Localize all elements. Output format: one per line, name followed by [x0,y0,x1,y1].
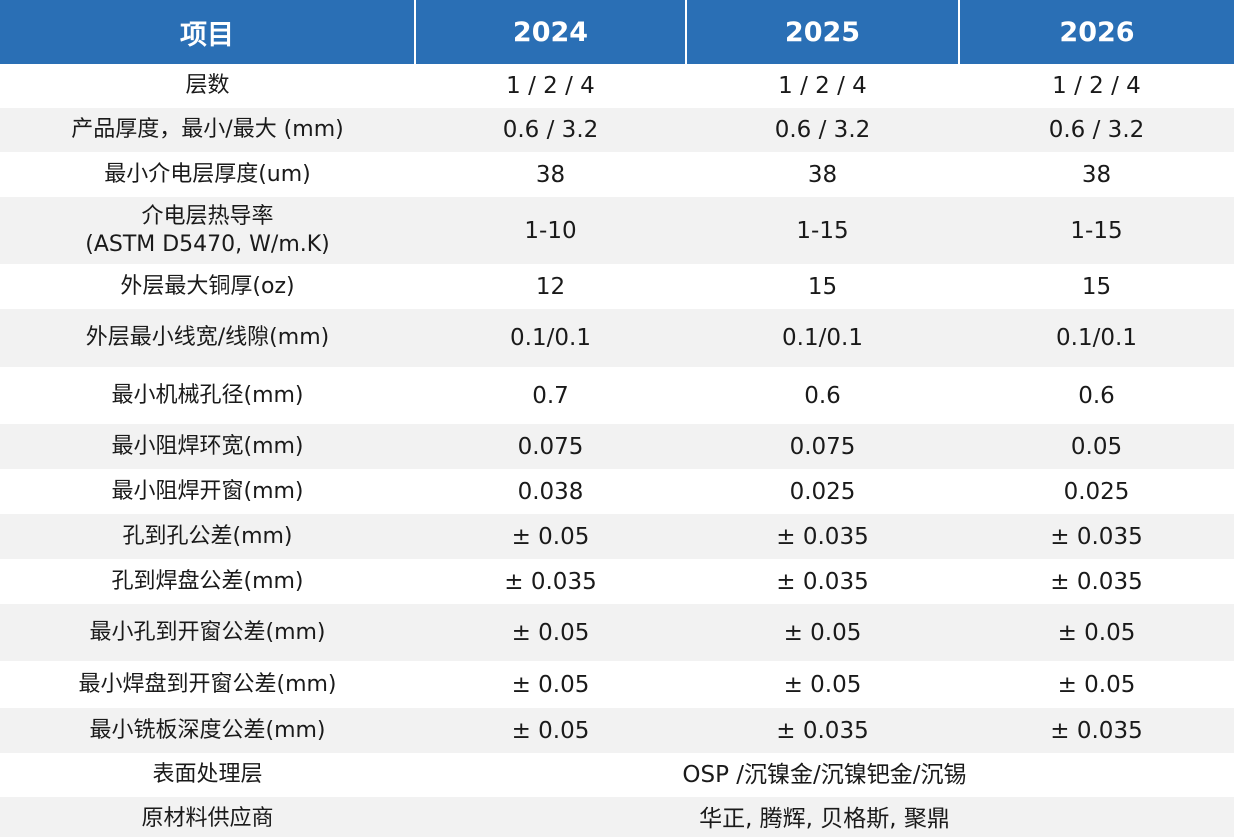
table-row: 介电层热导率 (ASTM D5470, W/m.K) 1-10 1-15 1-1… [0,197,1234,264]
cell-2026: ± 0.035 [959,514,1234,559]
row-label: 层数 [0,64,415,108]
cell-2025: 0.1/0.1 [686,309,959,367]
row-label: 产品厚度，最小/最大 (mm) [0,108,415,152]
merged-cell: 华正, 腾辉, 贝格斯, 聚鼎 [415,797,1234,837]
header-item: 项目 [0,0,416,64]
table-row: 最小孔到开窗公差(mm) ± 0.05 ± 0.05 ± 0.05 [0,604,1234,661]
cell-2024: ± 0.05 [415,661,686,708]
cell-2026: 0.1/0.1 [959,309,1234,367]
row-label: 介电层热导率 (ASTM D5470, W/m.K) [0,197,415,264]
table-row: 最小阻焊环宽(mm) 0.075 0.075 0.05 [0,424,1234,469]
cell-2025: ± 0.05 [686,604,959,661]
cell-2026: ± 0.035 [959,559,1234,604]
row-label: 表面处理层 [0,753,415,797]
cell-2024: 0.075 [415,424,686,469]
cell-2025: 0.025 [686,469,959,514]
cell-2025: ± 0.035 [686,514,959,559]
header-year-2025: 2025 [686,0,960,64]
cell-2024: 0.038 [415,469,686,514]
cell-2025: ± 0.035 [686,559,959,604]
cell-2025: ± 0.035 [686,708,959,753]
table-row: 表面处理层 OSP /沉镍金/沉镍钯金/沉锡 [0,753,1234,797]
row-label: 最小铣板深度公差(mm) [0,708,415,753]
table-row: 最小铣板深度公差(mm) ± 0.05 ± 0.035 ± 0.035 [0,708,1234,753]
cell-2024: 0.6 / 3.2 [415,108,686,152]
cell-2024: 1 / 2 / 4 [415,64,686,108]
cell-2026: 0.6 [959,367,1234,424]
row-label: 孔到孔公差(mm) [0,514,415,559]
cell-2024: ± 0.05 [415,708,686,753]
cell-2025: 0.6 [686,367,959,424]
row-label: 外层最大铜厚(oz) [0,264,415,309]
row-label: 外层最小线宽/线隙(mm) [0,309,415,367]
cell-2024: ± 0.05 [415,604,686,661]
cell-2025: 38 [686,152,959,197]
table-row: 原材料供应商 华正, 腾辉, 贝格斯, 聚鼎 [0,797,1234,837]
cell-2026: ± 0.05 [959,661,1234,708]
row-label: 最小孔到开窗公差(mm) [0,604,415,661]
cell-2026: 0.05 [959,424,1234,469]
cell-2026: 38 [959,152,1234,197]
cell-2024: 1-10 [415,197,686,264]
cell-2025: ± 0.05 [686,661,959,708]
table-row: 最小机械孔径(mm) 0.7 0.6 0.6 [0,367,1234,424]
header-year-2024: 2024 [415,0,687,64]
table-header-row: 项目 2024 2025 2026 [0,0,1234,64]
cell-2026: ± 0.035 [959,708,1234,753]
row-label: 最小介电层厚度(um) [0,152,415,197]
table-row: 最小阻焊开窗(mm) 0.038 0.025 0.025 [0,469,1234,514]
merged-cell: OSP /沉镍金/沉镍钯金/沉锡 [415,753,1234,797]
cell-2026: 0.025 [959,469,1234,514]
row-label: 最小阻焊开窗(mm) [0,469,415,514]
row-label: 原材料供应商 [0,797,415,837]
table-row: 孔到焊盘公差(mm) ± 0.035 ± 0.035 ± 0.035 [0,559,1234,604]
cell-2024: ± 0.05 [415,514,686,559]
cell-2025: 0.075 [686,424,959,469]
header-year-2026: 2026 [959,0,1234,64]
row-label-line2: (ASTM D5470, W/m.K) [85,231,330,257]
cell-2025: 15 [686,264,959,309]
row-label: 最小阻焊环宽(mm) [0,424,415,469]
cell-2024: 38 [415,152,686,197]
table-row: 外层最大铜厚(oz) 12 15 15 [0,264,1234,309]
cell-2025: 0.6 / 3.2 [686,108,959,152]
row-label: 最小机械孔径(mm) [0,367,415,424]
cell-2026: 15 [959,264,1234,309]
table-row: 产品厚度，最小/最大 (mm) 0.6 / 3.2 0.6 / 3.2 0.6 … [0,108,1234,152]
cell-2025: 1-15 [686,197,959,264]
table-row: 最小焊盘到开窗公差(mm) ± 0.05 ± 0.05 ± 0.05 [0,661,1234,708]
cell-2026: ± 0.05 [959,604,1234,661]
cell-2024: 0.7 [415,367,686,424]
table-row: 最小介电层厚度(um) 38 38 38 [0,152,1234,197]
table-row: 孔到孔公差(mm) ± 0.05 ± 0.035 ± 0.035 [0,514,1234,559]
row-label: 孔到焊盘公差(mm) [0,559,415,604]
cell-2025: 1 / 2 / 4 [686,64,959,108]
cell-2024: ± 0.035 [415,559,686,604]
cell-2024: 0.1/0.1 [415,309,686,367]
table-row: 外层最小线宽/线隙(mm) 0.1/0.1 0.1/0.1 0.1/0.1 [0,309,1234,367]
cell-2026: 1-15 [959,197,1234,264]
row-label-line1: 介电层热导率 [141,203,274,229]
cell-2026: 0.6 / 3.2 [959,108,1234,152]
cell-2024: 12 [415,264,686,309]
cell-2026: 1 / 2 / 4 [959,64,1234,108]
row-label: 最小焊盘到开窗公差(mm) [0,661,415,708]
table-row: 层数 1 / 2 / 4 1 / 2 / 4 1 / 2 / 4 [0,64,1234,108]
